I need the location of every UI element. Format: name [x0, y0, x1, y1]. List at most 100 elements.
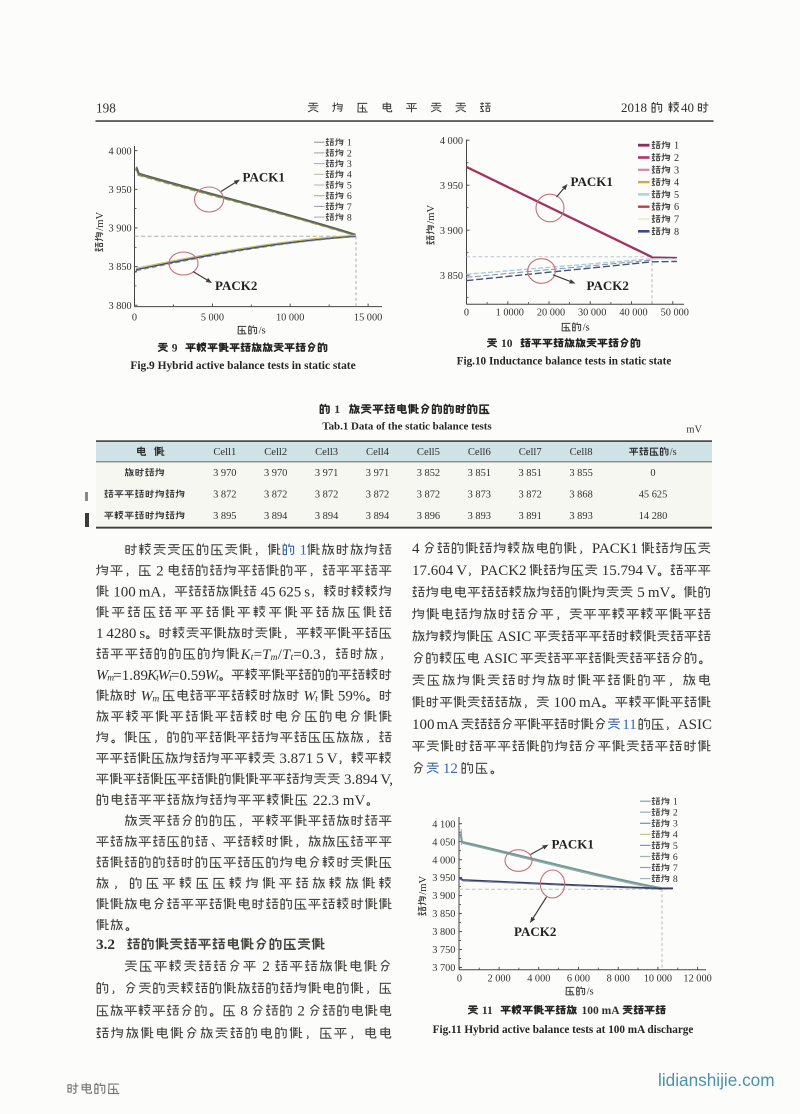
svg-text:W: W: [205, 668, 219, 684]
svg-text:50 000: 50 000: [661, 308, 689, 319]
svg-text:3 800: 3 800: [109, 301, 132, 312]
svg-text:0: 0: [464, 308, 469, 319]
svg-text:3 950: 3 950: [109, 185, 132, 196]
svg-text:0: 0: [457, 974, 462, 985]
svg-text:100: 100: [554, 695, 577, 711]
svg-text:PACK1: PACK1: [552, 837, 594, 852]
svg-text:W: W: [158, 668, 172, 684]
svg-text:W: W: [304, 689, 318, 705]
svg-text:3 873: 3 873: [468, 489, 491, 500]
svg-text:5: 5: [316, 751, 324, 767]
svg-text:4 000: 4 000: [432, 855, 455, 866]
svg-text:W: W: [96, 668, 110, 684]
svg-text:2 000: 2 000: [488, 974, 511, 985]
svg-text:V: V: [646, 563, 657, 579]
svg-text:4: 4: [673, 830, 678, 841]
svg-text:t: t: [156, 674, 159, 684]
svg-text:mA: mA: [437, 717, 460, 733]
svg-text:2: 2: [347, 148, 352, 159]
svg-text:1: 1: [674, 141, 679, 152]
svg-text:Cell2: Cell2: [264, 447, 287, 458]
svg-text:t: t: [216, 674, 219, 684]
svg-text:Cell3: Cell3: [315, 447, 338, 458]
svg-text:3 896: 3 896: [417, 511, 440, 522]
svg-text:4: 4: [412, 541, 420, 557]
svg-text:Tab.1 Data of the static bal: Tab.1 Data of the static balance tests: [322, 421, 491, 433]
svg-text:3 872: 3 872: [264, 489, 287, 500]
svg-text:10 000: 10 000: [644, 974, 672, 985]
svg-text:/mV: /mV: [418, 876, 429, 895]
svg-text:8: 8: [673, 874, 678, 885]
svg-text:V: V: [456, 563, 467, 579]
svg-text:W: W: [141, 689, 155, 705]
svg-text:/s: /s: [670, 447, 677, 458]
svg-text:mV: mV: [343, 793, 366, 809]
svg-text:Cell6: Cell6: [468, 447, 491, 458]
svg-text:5 000: 5 000: [201, 313, 224, 324]
svg-text:3 872: 3 872: [366, 489, 389, 500]
svg-text:3 893: 3 893: [468, 511, 491, 522]
svg-text:3 872: 3 872: [417, 489, 440, 500]
svg-text:3 851: 3 851: [468, 468, 491, 479]
svg-text:lidianshijie.com: lidianshijie.com: [658, 1070, 775, 1090]
svg-text:3: 3: [673, 819, 678, 830]
svg-text:1 0000: 1 0000: [496, 308, 524, 319]
svg-text:17.604: 17.604: [412, 563, 454, 579]
svg-text:198: 198: [96, 101, 116, 116]
svg-text:=0.59: =0.59: [171, 668, 206, 684]
svg-text:100 mA: 100 mA: [582, 1005, 621, 1017]
svg-text:3.2: 3.2: [96, 936, 115, 953]
svg-text:3 852: 3 852: [417, 468, 440, 479]
svg-text:6: 6: [673, 852, 678, 863]
svg-text:/mV: /mV: [95, 212, 106, 231]
svg-text:59%: 59%: [338, 689, 366, 705]
svg-text:K: K: [240, 647, 252, 663]
svg-text:ASIC: ASIC: [497, 629, 531, 645]
svg-text:PACK1: PACK1: [243, 170, 285, 185]
svg-text:K: K: [146, 668, 158, 684]
svg-text:6: 6: [674, 202, 679, 213]
svg-text:100: 100: [113, 584, 136, 600]
svg-text:5: 5: [674, 190, 679, 201]
svg-text:9: 9: [172, 343, 178, 355]
svg-text:10: 10: [501, 338, 513, 350]
svg-text:3.894: 3.894: [344, 772, 378, 788]
svg-text:625: 625: [279, 584, 302, 600]
svg-text:Fig.11 Hybrid active balance: Fig.11 Hybrid active balance tests at 10…: [433, 1024, 694, 1036]
svg-text:3: 3: [347, 159, 352, 170]
svg-text:3 891: 3 891: [519, 511, 542, 522]
svg-text:2: 2: [262, 959, 270, 975]
svg-text:3 855: 3 855: [569, 468, 592, 479]
svg-text:PACK2: PACK2: [480, 563, 526, 579]
svg-text:3 700: 3 700: [432, 963, 455, 974]
svg-text:3 850: 3 850: [109, 262, 132, 273]
svg-text:1: 1: [347, 138, 352, 149]
svg-text:3 971: 3 971: [366, 468, 389, 479]
svg-text:12: 12: [443, 761, 458, 777]
svg-text:3 971: 3 971: [315, 468, 338, 479]
svg-text:4280: 4280: [106, 626, 136, 642]
svg-text:=1.89: =1.89: [113, 668, 148, 684]
svg-text:8 000: 8 000: [607, 974, 630, 985]
svg-text:1: 1: [673, 797, 678, 808]
svg-text:3 970: 3 970: [213, 468, 236, 479]
svg-text:t: t: [291, 653, 294, 663]
svg-text:m: m: [152, 695, 159, 705]
svg-text:=0.3: =0.3: [293, 647, 320, 663]
svg-text:PACK2: PACK2: [587, 278, 629, 293]
svg-text:7: 7: [674, 215, 679, 226]
svg-text:2: 2: [674, 153, 679, 164]
svg-text:3 950: 3 950: [440, 181, 463, 192]
svg-text:15.794: 15.794: [602, 563, 644, 579]
svg-text:4 050: 4 050: [432, 837, 455, 848]
svg-text:1: 1: [334, 402, 340, 416]
svg-text:/mV: /mV: [426, 205, 437, 224]
svg-text:3 750: 3 750: [432, 945, 455, 956]
svg-text:3 950: 3 950: [432, 873, 455, 884]
svg-text:3 900: 3 900: [109, 224, 132, 235]
svg-text:45: 45: [261, 584, 276, 600]
svg-text:5: 5: [673, 841, 678, 852]
svg-text:4 000: 4 000: [440, 136, 463, 147]
svg-text:s: s: [139, 626, 145, 642]
svg-text:5: 5: [637, 585, 645, 601]
